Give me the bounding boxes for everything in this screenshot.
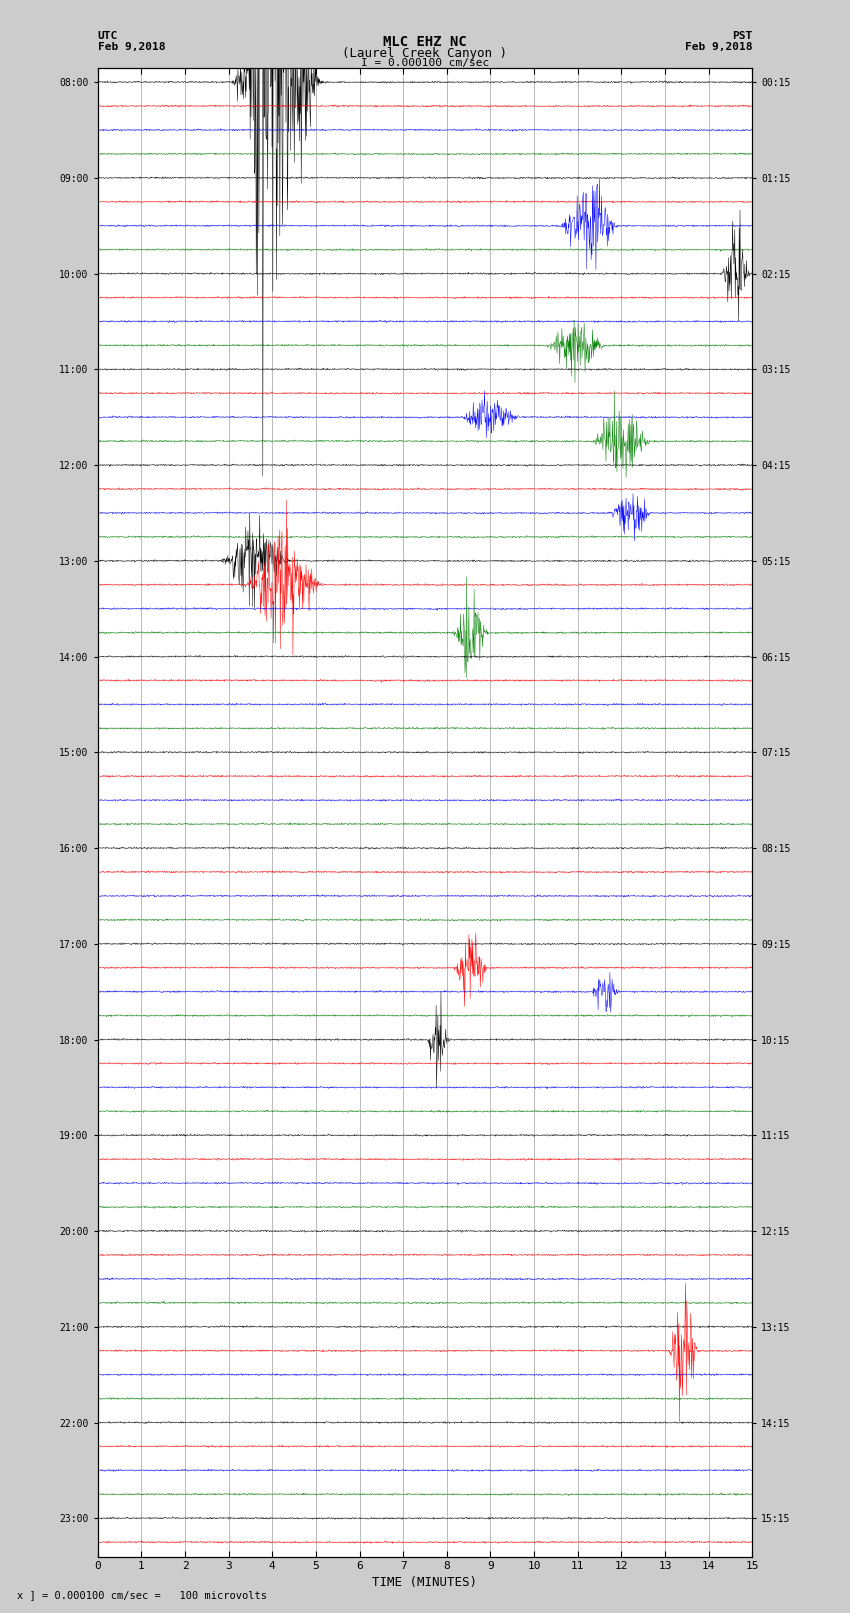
Text: PST: PST [732, 31, 752, 40]
Text: I = 0.000100 cm/sec: I = 0.000100 cm/sec [361, 58, 489, 68]
Text: x ] = 0.000100 cm/sec =   100 microvolts: x ] = 0.000100 cm/sec = 100 microvolts [17, 1590, 267, 1600]
Text: MLC EHZ NC: MLC EHZ NC [383, 35, 467, 50]
Text: Feb 9,2018: Feb 9,2018 [98, 42, 165, 52]
Text: Feb 9,2018: Feb 9,2018 [685, 42, 752, 52]
Text: (Laurel Creek Canyon ): (Laurel Creek Canyon ) [343, 47, 507, 60]
X-axis label: TIME (MINUTES): TIME (MINUTES) [372, 1576, 478, 1589]
Text: UTC: UTC [98, 31, 118, 40]
